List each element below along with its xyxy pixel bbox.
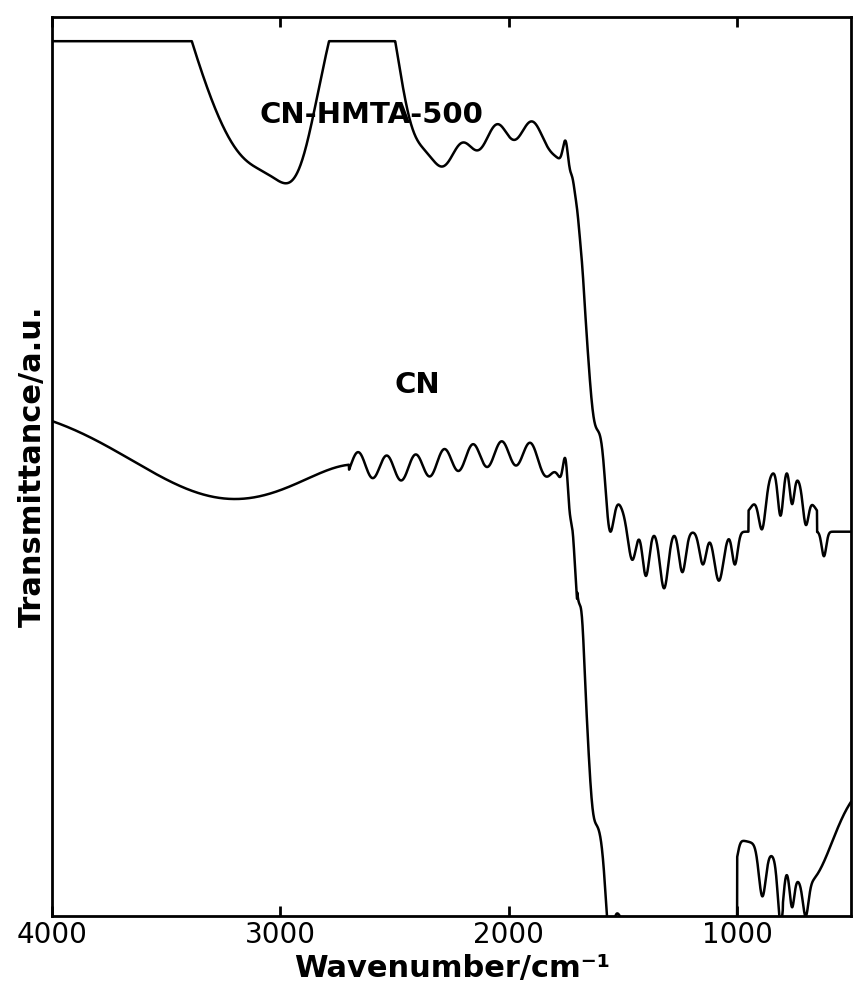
Text: CN: CN <box>395 371 440 399</box>
Y-axis label: Transmittance/a.u.: Transmittance/a.u. <box>17 306 47 627</box>
Text: CN-HMTA-500: CN-HMTA-500 <box>260 101 483 129</box>
X-axis label: Wavenumber/cm⁻¹: Wavenumber/cm⁻¹ <box>293 954 610 983</box>
